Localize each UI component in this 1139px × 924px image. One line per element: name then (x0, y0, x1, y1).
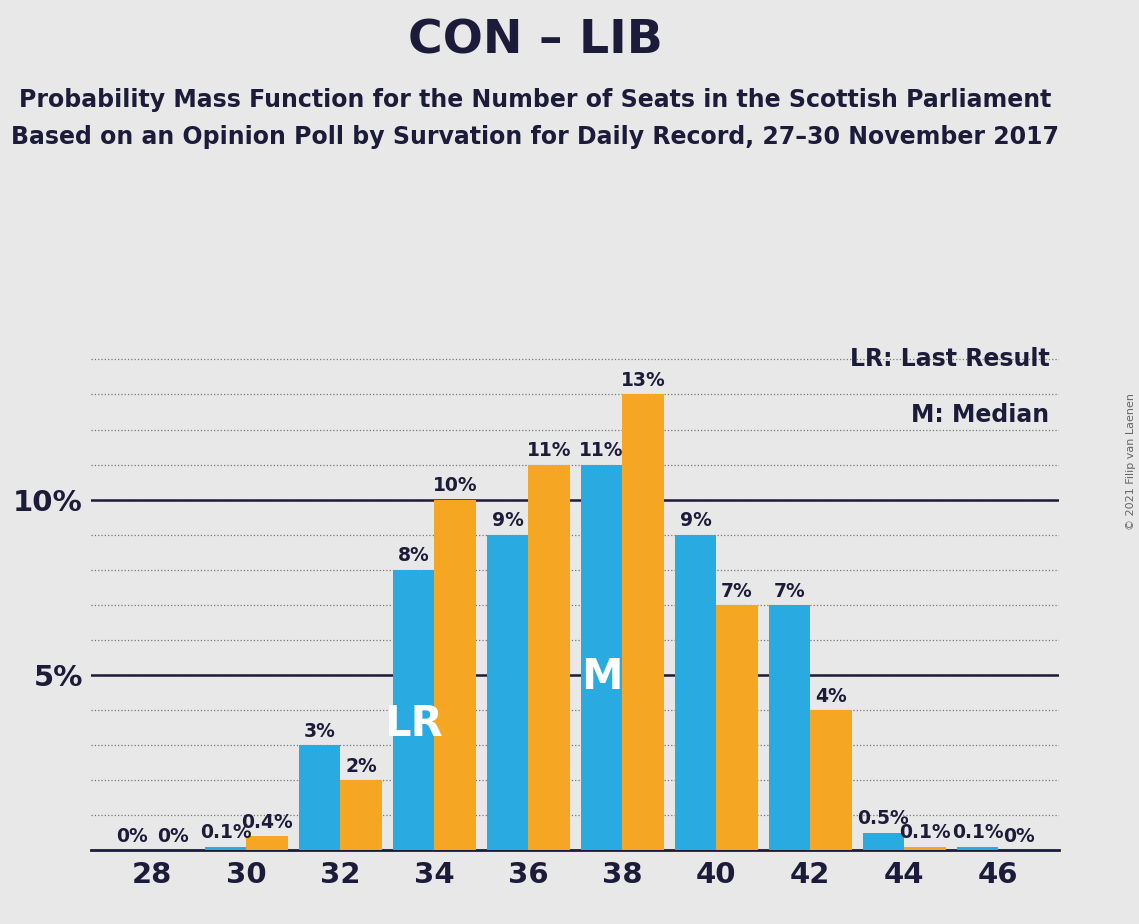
Bar (393, 570, 434, 850)
Bar (486, 535, 528, 850)
Text: 0.5%: 0.5% (858, 809, 909, 828)
Bar (716, 604, 757, 850)
Bar (205, 846, 246, 850)
Text: 7%: 7% (773, 581, 805, 601)
Bar (622, 395, 664, 850)
Bar (674, 535, 716, 850)
Text: M: Median: M: Median (911, 403, 1049, 427)
Text: 0.1%: 0.1% (199, 823, 252, 843)
Bar (341, 780, 382, 850)
Text: 11%: 11% (580, 442, 624, 460)
Bar (904, 846, 945, 850)
Text: 13%: 13% (621, 371, 665, 390)
Text: LR: Last Result: LR: Last Result (850, 346, 1049, 371)
Bar (528, 465, 570, 850)
Text: Probability Mass Function for the Number of Seats in the Scottish Parliament: Probability Mass Function for the Number… (19, 88, 1051, 112)
Text: 11%: 11% (526, 442, 571, 460)
Text: 0%: 0% (116, 827, 147, 845)
Text: 8%: 8% (398, 546, 429, 565)
Bar (769, 604, 810, 850)
Text: 10%: 10% (433, 477, 477, 495)
Bar (581, 465, 622, 850)
Text: © 2021 Filip van Laenen: © 2021 Filip van Laenen (1126, 394, 1136, 530)
Text: LR: LR (384, 703, 443, 745)
Bar (434, 500, 476, 850)
Text: 0%: 0% (157, 827, 189, 845)
Bar (863, 833, 904, 850)
Text: CON – LIB: CON – LIB (408, 18, 663, 64)
Bar (246, 836, 287, 850)
Text: 0.1%: 0.1% (952, 823, 1003, 843)
Text: 9%: 9% (492, 512, 524, 530)
Text: 9%: 9% (680, 512, 712, 530)
Bar (957, 846, 998, 850)
Text: 7%: 7% (721, 581, 753, 601)
Bar (810, 710, 852, 850)
Bar (298, 745, 341, 850)
Text: 0%: 0% (1003, 827, 1034, 845)
Text: M: M (581, 656, 622, 698)
Text: 2%: 2% (345, 757, 377, 776)
Text: 0.1%: 0.1% (899, 823, 951, 843)
Text: 4%: 4% (816, 687, 846, 706)
Text: 0.4%: 0.4% (241, 813, 293, 832)
Text: Based on an Opinion Poll by Survation for Daily Record, 27–30 November 2017: Based on an Opinion Poll by Survation fo… (11, 125, 1059, 149)
Text: 3%: 3% (304, 722, 336, 741)
